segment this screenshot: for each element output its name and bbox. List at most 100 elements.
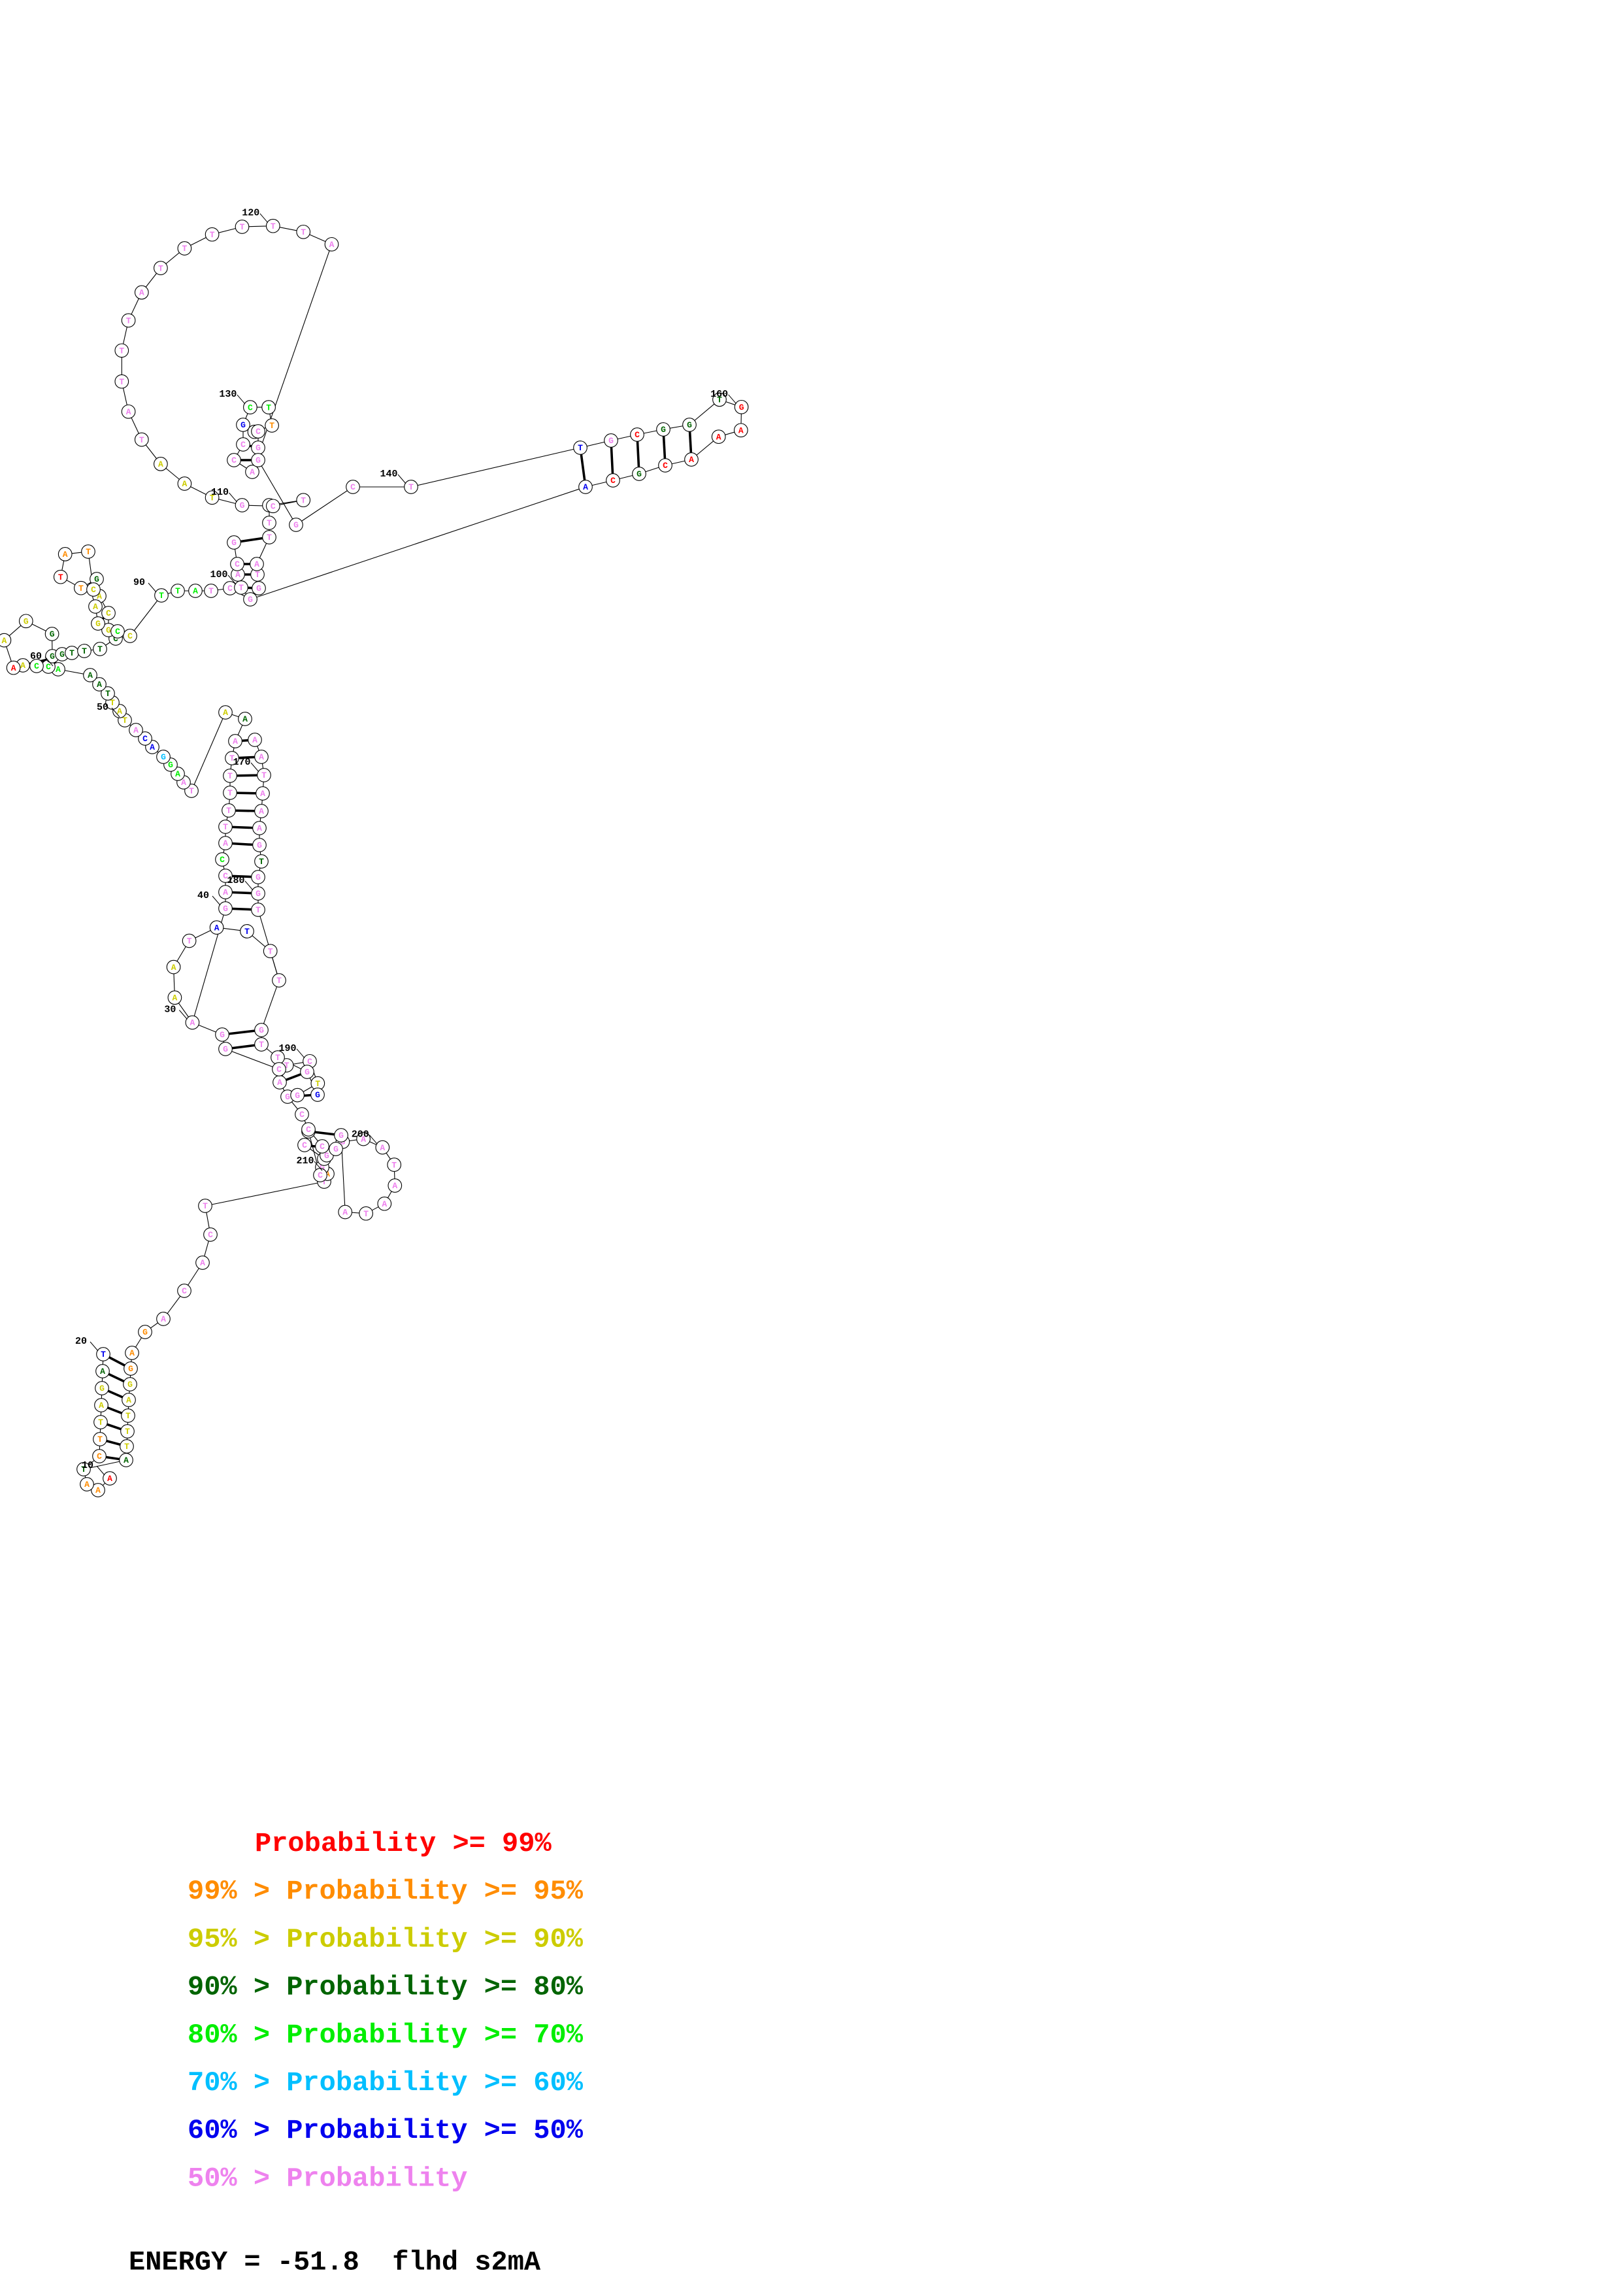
svg-text:G: G <box>608 436 614 446</box>
svg-text:A: A <box>126 407 131 417</box>
svg-text:T: T <box>119 377 124 387</box>
svg-text:A: A <box>95 1486 101 1495</box>
svg-text:ENERGY = -51.8 flhd s2mA: ENERGY = -51.8 flhd s2mA <box>129 2247 541 2278</box>
svg-text:99% > Probability >= 95%: 99% > Probability >= 95% <box>188 1876 584 1907</box>
svg-text:140: 140 <box>380 469 397 480</box>
svg-text:T: T <box>208 586 214 596</box>
svg-text:50% > Probability: 50% > Probability <box>188 2163 467 2194</box>
svg-text:G: G <box>223 904 228 914</box>
svg-text:A: A <box>193 586 198 596</box>
svg-text:T: T <box>125 1427 130 1437</box>
svg-text:A: A <box>107 1474 112 1484</box>
svg-text:T: T <box>97 1435 103 1444</box>
svg-text:C: C <box>610 476 616 486</box>
svg-text:A: A <box>716 432 721 442</box>
svg-text:T: T <box>255 570 260 580</box>
svg-text:T: T <box>301 495 306 505</box>
svg-text:C: C <box>106 608 111 618</box>
svg-text:T: T <box>239 583 244 593</box>
svg-text:A: A <box>11 663 16 673</box>
svg-text:G: G <box>99 1384 105 1393</box>
svg-text:C: C <box>97 1452 102 1461</box>
svg-text:A: A <box>158 459 163 469</box>
svg-text:T: T <box>578 443 583 453</box>
svg-text:200: 200 <box>352 1129 369 1140</box>
svg-text:A: A <box>129 1348 135 1358</box>
svg-text:C: C <box>208 1230 213 1240</box>
svg-text:T: T <box>86 547 91 557</box>
svg-text:T: T <box>187 937 192 946</box>
svg-text:110: 110 <box>211 487 229 498</box>
svg-text:T: T <box>363 1209 369 1219</box>
svg-text:A: A <box>99 1401 104 1410</box>
svg-text:A: A <box>139 288 144 298</box>
svg-text:C: C <box>306 1125 311 1135</box>
svg-text:A: A <box>223 708 228 718</box>
svg-text:T: T <box>203 1201 208 1211</box>
svg-text:G: G <box>59 650 65 659</box>
svg-text:A: A <box>329 240 335 250</box>
svg-text:C: C <box>231 456 237 465</box>
svg-text:T: T <box>408 482 414 492</box>
svg-text:70% > Probability >= 60%: 70% > Probability >= 60% <box>188 2067 584 2099</box>
svg-text:A: A <box>171 963 176 973</box>
svg-text:C: C <box>350 482 355 492</box>
svg-text:A: A <box>200 1258 205 1268</box>
svg-text:T: T <box>159 591 164 601</box>
svg-text:T: T <box>189 786 194 796</box>
svg-text:A: A <box>259 807 264 816</box>
svg-text:170: 170 <box>233 757 250 768</box>
svg-text:A: A <box>190 1018 195 1028</box>
svg-text:90: 90 <box>133 577 145 588</box>
svg-text:T: T <box>223 822 228 832</box>
svg-text:C: C <box>318 1171 323 1180</box>
svg-text:80% > Probability >= 70%: 80% > Probability >= 70% <box>188 2020 584 2051</box>
svg-text:C: C <box>220 855 225 865</box>
svg-text:C: C <box>635 430 640 440</box>
svg-text:10: 10 <box>82 1460 93 1471</box>
svg-text:G: G <box>24 617 29 627</box>
svg-text:G: G <box>256 456 261 465</box>
svg-text:30: 30 <box>164 1005 176 1016</box>
svg-text:A: A <box>126 1395 131 1405</box>
svg-text:A: A <box>175 769 180 779</box>
svg-text:C: C <box>302 1140 307 1150</box>
svg-text:T: T <box>101 1350 106 1359</box>
svg-text:T: T <box>267 518 272 528</box>
svg-text:G: G <box>256 889 261 899</box>
svg-text:G: G <box>339 1131 344 1140</box>
svg-text:T: T <box>78 584 84 593</box>
svg-text:G: G <box>661 425 666 435</box>
svg-text:T: T <box>267 533 272 542</box>
svg-text:G: G <box>95 619 101 629</box>
svg-text:G: G <box>50 629 55 639</box>
svg-text:A: A <box>260 789 265 799</box>
svg-text:A: A <box>124 1456 129 1465</box>
svg-text:A: A <box>133 725 139 735</box>
svg-text:A: A <box>689 455 694 465</box>
svg-text:A: A <box>84 1480 90 1489</box>
svg-text:G: G <box>248 595 253 605</box>
svg-text:T: T <box>301 227 306 237</box>
svg-text:T: T <box>256 905 261 915</box>
svg-text:T: T <box>98 1418 103 1427</box>
svg-text:50: 50 <box>97 702 108 713</box>
svg-text:T: T <box>82 646 87 656</box>
svg-text:C: C <box>115 627 120 637</box>
svg-text:A: A <box>583 482 588 492</box>
svg-text:G: G <box>106 625 111 635</box>
svg-text:A: A <box>233 737 238 746</box>
svg-text:T: T <box>58 573 63 582</box>
svg-text:G: G <box>305 1067 310 1077</box>
svg-text:G: G <box>128 1364 133 1374</box>
svg-text:A: A <box>257 824 262 833</box>
svg-text:T: T <box>268 946 273 956</box>
svg-text:T: T <box>158 263 163 273</box>
svg-text:C: C <box>248 403 253 412</box>
svg-text:T: T <box>175 586 180 596</box>
svg-text:T: T <box>275 1053 280 1063</box>
svg-text:G: G <box>223 1044 228 1054</box>
svg-text:A: A <box>738 426 744 436</box>
svg-text:C: C <box>663 461 668 471</box>
svg-text:C: C <box>34 661 39 671</box>
